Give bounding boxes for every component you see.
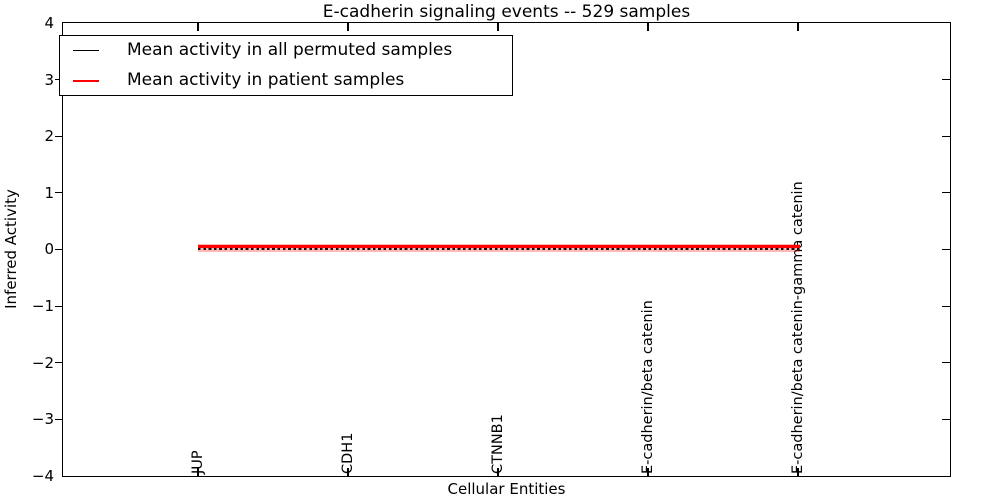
permuted-series-dotted-line bbox=[198, 248, 800, 250]
y-tick-label: −1 bbox=[31, 297, 54, 315]
y-tick-label: 0 bbox=[44, 240, 54, 258]
x-tick-label: JUP bbox=[189, 450, 206, 474]
y-tick-mark bbox=[55, 418, 63, 420]
y-tick-mark-right bbox=[942, 249, 950, 251]
y-tick-label: 1 bbox=[44, 184, 54, 202]
y-tick-mark bbox=[55, 192, 63, 194]
x-tick-mark-top bbox=[497, 23, 499, 31]
y-tick-label: −2 bbox=[31, 354, 54, 372]
y-tick-label: −4 bbox=[31, 467, 54, 485]
y-tick-label: 4 bbox=[44, 14, 54, 32]
y-tick-mark-right bbox=[942, 418, 950, 420]
legend: Mean activity in all permuted samples Me… bbox=[59, 35, 513, 96]
y-tick-label: 2 bbox=[44, 127, 54, 145]
legend-label: Mean activity in patient samples bbox=[127, 70, 405, 90]
y-tick-mark bbox=[55, 305, 63, 307]
y-tick-mark bbox=[55, 362, 63, 364]
y-tick-mark-right bbox=[942, 362, 950, 364]
x-tick-label: E-cadherin/beta catenin-gamma catenin bbox=[789, 181, 806, 474]
y-tick-mark-right bbox=[942, 192, 950, 194]
legend-item-permuted: Mean activity in all permuted samples bbox=[60, 37, 512, 64]
legend-line-sample-black bbox=[73, 50, 99, 51]
x-tick-mark bbox=[197, 468, 199, 476]
y-tick-label: 3 bbox=[44, 71, 54, 89]
legend-label: Mean activity in all permuted samples bbox=[127, 40, 453, 60]
x-axis-title: Cellular Entities bbox=[447, 480, 566, 498]
chart-title: E-cadherin signaling events -- 529 sampl… bbox=[322, 2, 691, 22]
y-tick-mark-right bbox=[942, 305, 950, 307]
y-tick-mark-right bbox=[942, 79, 950, 81]
patient-series-line bbox=[198, 245, 800, 249]
legend-item-patient: Mean activity in patient samples bbox=[60, 67, 512, 94]
x-tick-label: CDH1 bbox=[339, 432, 356, 474]
x-tick-mark bbox=[797, 468, 799, 476]
x-tick-mark bbox=[497, 468, 499, 476]
x-tick-label: CTNNB1 bbox=[489, 414, 506, 474]
legend-line-sample-red bbox=[73, 79, 99, 82]
y-tick-label: −3 bbox=[31, 410, 54, 428]
x-tick-mark bbox=[647, 468, 649, 476]
x-tick-mark-top bbox=[347, 23, 349, 31]
x-tick-mark-top bbox=[797, 23, 799, 31]
x-tick-label: E-cadherin/beta catenin bbox=[639, 300, 656, 474]
y-tick-mark bbox=[55, 249, 63, 251]
y-tick-mark bbox=[55, 135, 63, 137]
y-tick-mark-right bbox=[942, 135, 950, 137]
x-tick-mark bbox=[347, 468, 349, 476]
x-tick-mark-top bbox=[197, 23, 199, 31]
x-tick-mark-top bbox=[647, 23, 649, 31]
